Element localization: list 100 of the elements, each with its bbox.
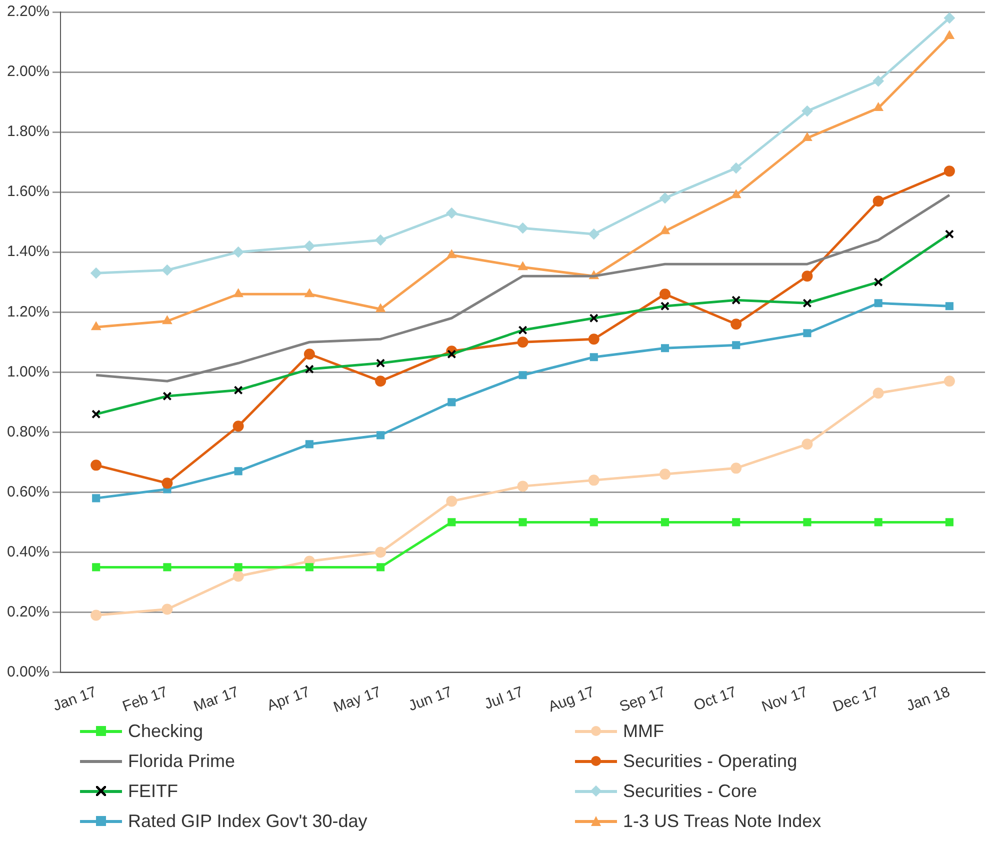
point xyxy=(944,30,954,40)
y-tick-label: 2.00% xyxy=(6,63,50,80)
x-tick-label: Jan 18 xyxy=(904,683,952,715)
x-tick-label: Sep 17 xyxy=(617,683,668,716)
legend-label: 1-3 US Treas Note Index xyxy=(623,810,822,832)
point xyxy=(660,226,670,234)
point xyxy=(376,304,386,312)
point xyxy=(659,192,670,204)
point xyxy=(803,329,812,338)
point xyxy=(730,162,742,174)
point xyxy=(376,563,385,572)
x-tick-label: Feb 17 xyxy=(120,683,170,716)
point xyxy=(92,494,100,502)
point xyxy=(872,196,884,207)
point xyxy=(802,270,813,282)
point xyxy=(660,518,670,526)
x-tick-label: Oct 17 xyxy=(692,683,739,714)
y-tick-label: 1.00% xyxy=(6,363,50,380)
legend-label: Checking xyxy=(128,720,204,742)
point xyxy=(802,438,813,450)
x-tick-label: Mar 17 xyxy=(191,683,242,716)
point xyxy=(91,322,101,330)
point xyxy=(944,166,955,177)
point xyxy=(590,353,598,362)
point xyxy=(162,604,173,615)
point xyxy=(376,431,385,440)
point xyxy=(90,610,102,621)
x-tick-label: May 17 xyxy=(331,683,384,716)
y-tick-label: 0.40% xyxy=(6,543,50,560)
point xyxy=(872,388,884,399)
point xyxy=(232,420,244,432)
legend-label: Florida Prime xyxy=(128,750,236,772)
point xyxy=(518,262,528,270)
x-tick-label: Dec 17 xyxy=(830,683,882,716)
point xyxy=(446,208,458,219)
point xyxy=(305,440,314,448)
point xyxy=(517,336,528,348)
legend-label: Rated GIP Index Gov't 30-day xyxy=(128,810,368,832)
point xyxy=(659,288,670,300)
point xyxy=(874,299,882,308)
point xyxy=(588,334,600,345)
y-tick-label: 0.00% xyxy=(6,663,50,680)
point xyxy=(92,563,100,572)
point xyxy=(588,474,600,486)
legend-label: Securities - Core xyxy=(623,780,758,802)
y-tick-label: 0.80% xyxy=(6,423,50,440)
point xyxy=(802,106,813,117)
point xyxy=(163,563,172,572)
point xyxy=(944,12,955,24)
point xyxy=(732,341,740,350)
point xyxy=(874,102,884,112)
point xyxy=(518,518,527,526)
y-tick-label: 1.40% xyxy=(6,243,50,260)
point xyxy=(874,518,882,526)
point xyxy=(731,190,741,198)
point xyxy=(375,546,386,558)
point xyxy=(517,222,528,234)
x-tick-label: Aug 17 xyxy=(546,683,597,716)
point xyxy=(803,518,812,526)
y-tick-label: 1.60% xyxy=(6,183,50,200)
point xyxy=(730,318,742,330)
y-tick-label: 1.80% xyxy=(6,123,50,140)
point xyxy=(945,518,954,526)
x-tick-label: Apr 17 xyxy=(264,683,312,714)
x-tick-label: Jan 17 xyxy=(50,683,99,715)
point xyxy=(304,348,315,360)
point xyxy=(802,132,812,142)
point xyxy=(375,376,386,387)
point xyxy=(944,376,955,387)
point xyxy=(945,302,954,310)
point xyxy=(162,478,173,489)
point xyxy=(90,460,102,471)
point xyxy=(590,518,598,526)
point xyxy=(732,518,740,526)
point xyxy=(90,268,102,279)
point xyxy=(305,563,314,572)
point xyxy=(375,234,386,246)
point xyxy=(730,462,742,474)
point xyxy=(446,250,456,258)
point xyxy=(660,344,670,352)
point xyxy=(446,496,458,507)
x-tick-label: Jun 17 xyxy=(406,683,454,715)
y-tick-label: 1.20% xyxy=(6,303,50,320)
point xyxy=(234,563,242,572)
y-tick-label: 2.20% xyxy=(6,3,50,20)
legend-label: MMF xyxy=(623,720,664,742)
legend-label: FEITF xyxy=(128,780,178,802)
point xyxy=(304,240,315,252)
legend-label: Securities - Operating xyxy=(623,750,798,772)
point xyxy=(872,76,884,87)
x-tick-label: Jul 17 xyxy=(482,683,526,714)
point xyxy=(448,518,456,526)
point xyxy=(517,480,528,492)
point xyxy=(233,288,244,298)
point xyxy=(162,316,172,324)
point xyxy=(232,246,244,258)
point xyxy=(232,570,244,582)
y-tick-label: 0.20% xyxy=(6,603,50,620)
point xyxy=(162,264,173,276)
y-tick-label: 0.60% xyxy=(6,483,50,500)
